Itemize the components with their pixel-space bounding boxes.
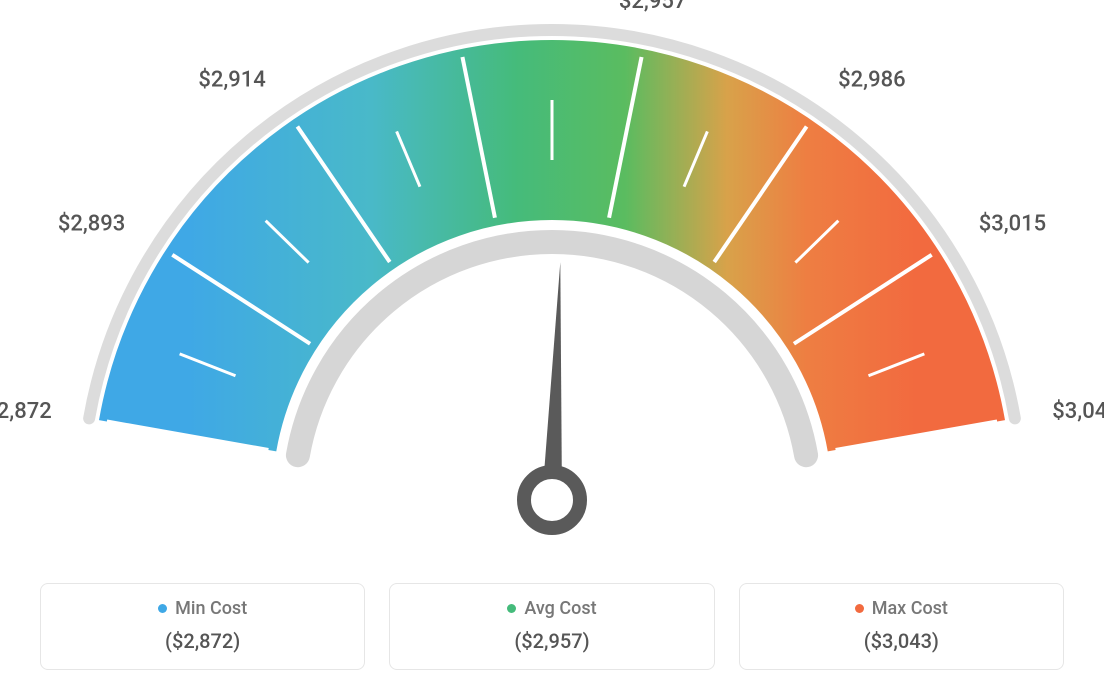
card-label: Max Cost xyxy=(872,598,948,619)
card-header: Max Cost xyxy=(758,598,1045,619)
card-value: ($2,872) xyxy=(59,629,346,653)
card-label: Avg Cost xyxy=(524,598,596,619)
svg-text:$3,015: $3,015 xyxy=(979,211,1046,236)
avg-cost-card: Avg Cost ($2,957) xyxy=(389,583,714,670)
svg-text:$2,957: $2,957 xyxy=(619,0,686,14)
card-header: Avg Cost xyxy=(408,598,695,619)
card-value: ($3,043) xyxy=(758,629,1045,653)
cost-gauge-widget: $2,872 $2,893 $2,914 $2,957 $2,986 $3,015 $3,0… xyxy=(0,0,1104,690)
card-value: ($2,957) xyxy=(408,629,695,653)
dot-icon xyxy=(158,604,167,613)
summary-cards: Min Cost ($2,872) Avg Cost ($2,957) Max … xyxy=(40,583,1064,670)
max-cost-card: Max Cost ($3,043) xyxy=(739,583,1064,670)
svg-text:$2,893: $2,893 xyxy=(58,211,125,236)
dot-icon xyxy=(855,604,864,613)
min-cost-card: Min Cost ($2,872) xyxy=(40,583,365,670)
card-label: Min Cost xyxy=(175,598,247,619)
svg-text:$2,872: $2,872 xyxy=(0,399,52,424)
svg-text:$2,914: $2,914 xyxy=(198,67,265,92)
gauge-chart: $2,872 $2,893 $2,914 $2,957 $2,986 $3,015 $3,0… xyxy=(0,0,1104,560)
dot-icon xyxy=(507,604,516,613)
svg-text:$3,043: $3,043 xyxy=(1052,399,1104,424)
card-header: Min Cost xyxy=(59,598,346,619)
svg-text:$2,986: $2,986 xyxy=(838,67,905,92)
